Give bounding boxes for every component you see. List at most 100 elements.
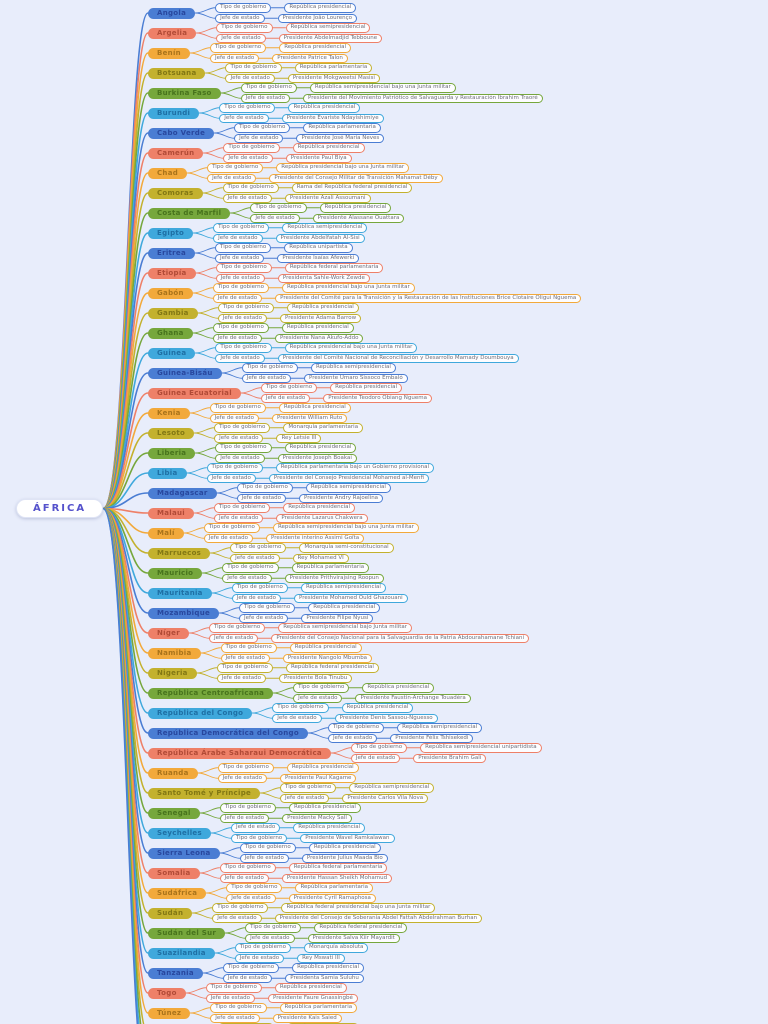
country-node[interactable]: Namibia [148,647,201,659]
country-node[interactable]: Santo Tomé y Príncipe [148,787,261,799]
field-value-pill[interactable]: Presidente Lazarus Chakwera [276,513,368,523]
field-value-pill[interactable]: Monarquía parlamentaria [283,423,364,433]
field-value-pill[interactable]: República parlamentaria [303,123,381,133]
root-node-africa[interactable]: ÁFRICA [16,499,104,518]
field-value-pill[interactable]: Presidente Salva Kiir Mayardit [307,933,400,943]
field-label-pill[interactable]: Tipo de gobierno [222,963,280,973]
field-label-pill[interactable]: Jefe de estado [212,333,263,343]
field-label-pill[interactable]: Tipo de gobierno [215,3,272,13]
field-label-pill[interactable]: Tipo de gobierno [214,503,271,513]
field-label-pill[interactable]: Tipo de gobierno [239,843,296,853]
field-label-pill[interactable]: Jefe de estado [209,413,259,423]
country-node[interactable]: Nigeria [148,667,197,679]
country-node[interactable]: Argelia [148,27,197,39]
country-node[interactable]: República Árabe Saharaui Democrática [148,747,331,759]
field-value-pill[interactable]: República presidencial [278,403,351,413]
field-value-pill[interactable]: Presidente William Ruto [272,413,348,423]
country-node[interactable]: Sudáfrica [148,887,207,899]
field-value-pill[interactable]: República presidencial bajo una Junta mi… [282,283,415,293]
field-value-pill[interactable]: República presidencial [274,983,347,993]
field-value-pill[interactable]: Presidente Wavel Ramkalawan [300,833,395,843]
field-value-pill[interactable]: Rama del República federal presidencial [291,183,413,193]
field-label-pill[interactable]: Jefe de estado [206,473,256,483]
field-value-pill[interactable]: Presidente interino Assimi Goïta [266,533,365,543]
field-label-pill[interactable]: Tipo de gobierno [250,203,307,213]
field-label-pill[interactable]: Tipo de gobierno [205,983,262,993]
field-value-pill[interactable]: Monarquía absoluta [304,943,369,953]
field-value-pill[interactable]: Presidente del Movimiento Patriótico de … [302,93,543,103]
field-label-pill[interactable]: Tipo de gobierno [215,263,272,273]
field-value-pill[interactable]: Presidente Teodoro Obiang Nguema [323,393,432,403]
country-node[interactable]: Camerún [148,147,204,159]
country-node[interactable]: Guinea [148,347,196,359]
field-label-pill[interactable]: Tipo de gobierno [220,643,277,653]
field-value-pill[interactable]: República unipartista [284,243,353,253]
field-value-pill[interactable]: República semipresidencial unipartidista [420,743,542,753]
field-value-pill[interactable]: República semipresidencial [310,363,396,373]
field-label-pill[interactable]: Jefe de estado [236,493,286,503]
field-label-pill[interactable]: Tipo de gobierno [245,923,302,933]
field-label-pill[interactable]: Tipo de gobierno [222,563,279,573]
country-node[interactable]: Burkina Faso [148,87,221,99]
field-label-pill[interactable]: Tipo de gobierno [293,683,350,693]
field-label-pill[interactable]: Tipo de gobierno [217,303,274,313]
field-value-pill[interactable]: República parlamentaria bajo un Gobierno… [275,463,434,473]
field-value-pill[interactable]: Presidente Mohamed Ould Ghazouani [294,593,408,603]
country-node[interactable]: Ghana [148,327,193,339]
field-label-pill[interactable]: Jefe de estado [230,553,280,563]
field-value-pill[interactable]: Presidente Bola Tinubu [279,673,353,683]
field-label-pill[interactable]: Jefe de estado [230,823,281,833]
country-node[interactable]: Angola [148,7,196,19]
field-value-pill[interactable]: Presidente Hassan Sheikh Mohamud [281,873,393,883]
field-label-pill[interactable]: Tipo de gobierno [219,103,276,113]
field-label-pill[interactable]: Tipo de gobierno [226,883,283,893]
country-node[interactable]: Madagascar [148,487,217,499]
field-value-pill[interactable]: República federal parlamentaria [288,863,388,873]
field-value-pill[interactable]: República presidencial [292,143,365,153]
field-label-pill[interactable]: Tipo de gobierno [207,163,264,173]
field-label-pill[interactable]: Tipo de gobierno [219,803,276,813]
country-node[interactable]: Etiopía [148,267,196,279]
field-value-pill[interactable]: República presidencial [293,823,366,833]
field-value-pill[interactable]: República presidencial [286,303,359,313]
field-value-pill[interactable]: República federal parlamentaria [284,263,384,273]
field-value-pill[interactable]: República federal presidencial bajo una … [281,903,436,913]
country-node[interactable]: Sudán [148,907,193,919]
field-value-pill[interactable]: República presidencial [279,43,352,53]
country-node[interactable]: Mauritania [148,587,212,599]
field-value-pill[interactable]: República semipresidencial [282,223,368,233]
field-value-pill[interactable]: Presidente Umaro Sissoco Embaló [304,373,408,383]
field-label-pill[interactable]: Tipo de gobierno [216,23,273,33]
field-label-pill[interactable]: Jefe de estado [215,13,265,23]
field-label-pill[interactable]: Tipo de gobierno [231,583,288,593]
field-label-pill[interactable]: Jefe de estado [217,313,268,323]
country-node[interactable]: Cabo Verde [148,127,215,139]
country-node[interactable]: República del Congo [148,707,253,719]
field-value-pill[interactable]: Presidente Faustin-Archange Touadéra [355,693,471,703]
field-label-pill[interactable]: Jefe de estado [208,633,259,643]
field-value-pill[interactable]: Presidente Paul Biya [285,153,352,163]
country-node[interactable]: Burundi [148,107,200,119]
field-label-pill[interactable]: Tipo de gobierno [219,863,276,873]
field-value-pill[interactable]: República presidencial [319,203,392,213]
field-value-pill[interactable]: Presidente Mokgweetsi Masisi [287,73,380,83]
field-value-pill[interactable]: Rey Mohamed VI [292,553,349,563]
field-label-pill[interactable]: Tipo de gobierno [230,833,288,843]
field-label-pill[interactable]: Jefe de estado [231,593,282,603]
field-label-pill[interactable]: Jefe de estado [212,293,263,303]
field-label-pill[interactable]: Tipo de gobierno [208,623,266,633]
field-value-pill[interactable]: Presidente del Consejo Nacional para la … [271,633,529,643]
field-value-pill[interactable]: República semipresidencial bajo una Junt… [272,523,419,533]
field-label-pill[interactable]: Jefe de estado [213,233,263,243]
field-label-pill[interactable]: Jefe de estado [280,793,330,803]
field-value-pill[interactable]: República semipresidencial [397,723,483,733]
field-value-pill[interactable]: Presidente Isaías Afewerki [277,253,360,263]
field-label-pill[interactable]: Jefe de estado [214,513,264,523]
field-value-pill[interactable]: Presidente Abdelfatah Al-Sisi [275,233,365,243]
field-value-pill[interactable]: Presidente Filipe Nyusi [301,613,374,623]
country-node[interactable]: Mauricio [148,567,203,579]
field-value-pill[interactable]: República parlamentaria [295,883,374,893]
field-value-pill[interactable]: República presidencial [284,3,357,13]
country-node[interactable]: Somalia [148,867,200,879]
field-value-pill[interactable]: República presidencial [288,103,361,113]
